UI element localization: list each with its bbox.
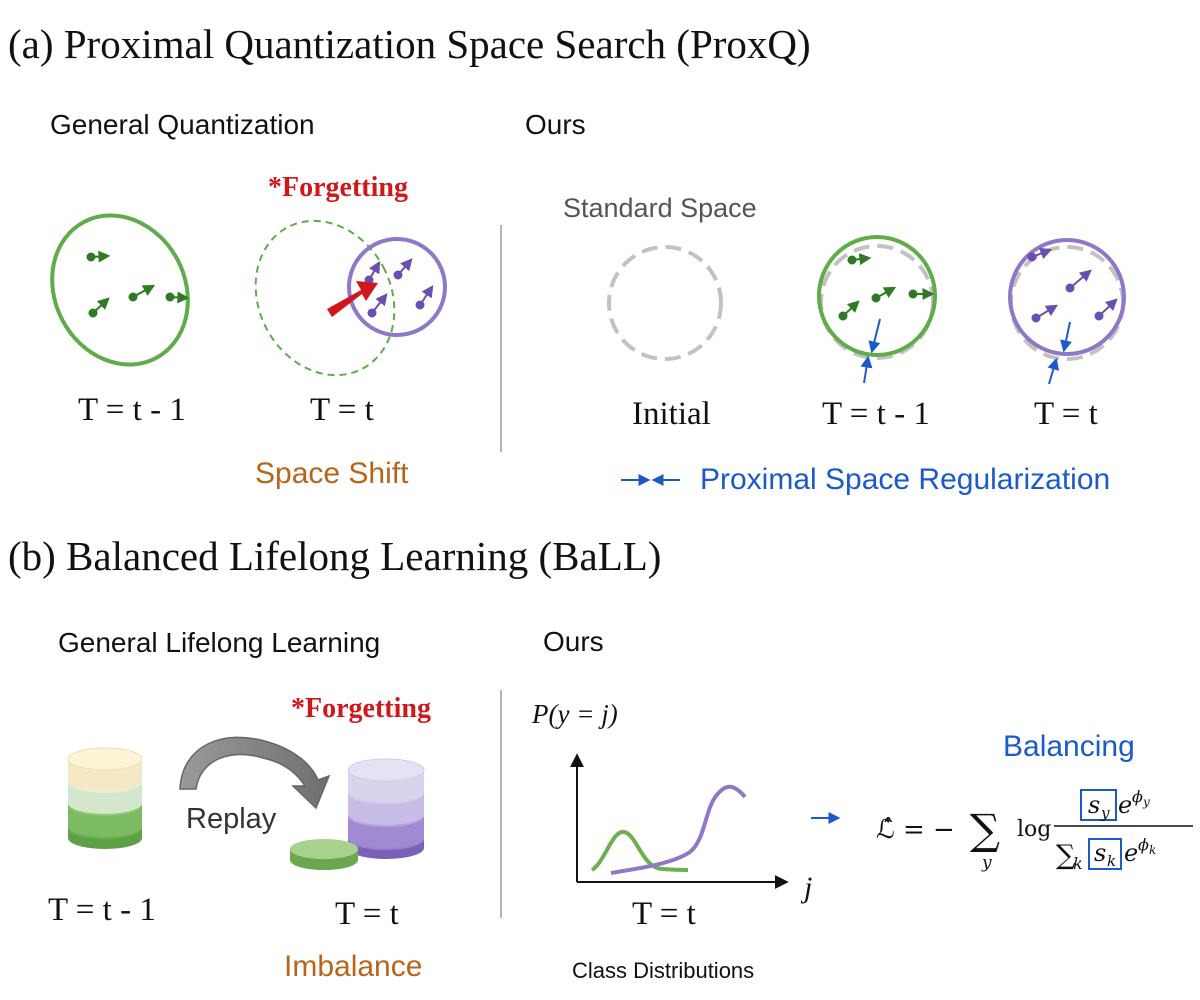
formula-den-s: s	[1094, 839, 1106, 867]
memory-database-icon	[67, 747, 143, 849]
general-space-t	[254, 219, 447, 377]
formula-sum-sub: y	[981, 853, 992, 873]
shift-arrow-icon	[327, 281, 378, 317]
prox-reg-label: Proximal Space Regularization	[700, 463, 1110, 496]
section-a-title: (a) Proximal Quantization Space Search (…	[8, 21, 811, 67]
distribution-axes	[570, 753, 789, 889]
section-b-forgetting-label: *Forgetting	[291, 693, 431, 724]
y-axis-label: P(y = j)	[531, 699, 618, 729]
formula-num-s: s	[1088, 791, 1100, 819]
formula-den-s-sub: k	[1107, 852, 1116, 870]
section-a-right-heading: Ours	[525, 109, 586, 140]
new-class-distribution-curve	[610, 784, 747, 875]
lifelong-label-t: T = t	[335, 896, 399, 932]
imbalance-label: Imbalance	[284, 950, 422, 983]
balancing-label: Balancing	[1003, 730, 1135, 763]
formula-den-sum: ∑	[1056, 840, 1075, 871]
standard-space-label: Standard Space	[563, 193, 757, 223]
section-b-left-heading: General Lifelong Learning	[58, 627, 380, 658]
x-axis-label: j	[800, 871, 812, 904]
formula-den-exp-sub: k	[1149, 843, 1156, 857]
general-label-t: T = t	[310, 392, 374, 428]
balanced-loss-formula: ℒ̂ = − ∑ y log s y e ϕ y ∑ k s k e ϕ k	[876, 787, 1193, 873]
formula-den-exp: ϕ	[1138, 835, 1149, 854]
space-shift-label: Space Shift	[255, 457, 409, 490]
ours-space-t-minus-1	[817, 235, 937, 384]
ours-label-t: T = t	[1034, 396, 1098, 432]
denominator-weight-box	[1088, 838, 1122, 870]
replay-arrow-icon	[179, 736, 331, 810]
ours-space-t	[1008, 238, 1126, 385]
chart-label-t: T = t	[632, 896, 696, 932]
replay-label: Replay	[186, 803, 277, 835]
ours-label-t-minus-1: T = t - 1	[822, 396, 930, 432]
formula-lhs: ℒ̂ = −	[876, 815, 955, 845]
old-class-distribution-curve	[590, 830, 689, 872]
formula-num-exp: ϕ	[1132, 787, 1143, 806]
formula-num-exp-sub: y	[1142, 795, 1150, 809]
lifelong-label-t-minus-1: T = t - 1	[48, 892, 156, 928]
formula-num-s-sub: y	[1100, 804, 1110, 822]
formula-sum: ∑	[970, 805, 1000, 854]
formula-num-e: e	[1118, 791, 1132, 819]
section-b-title: (b) Balanced Lifelong Learning (BaLL)	[8, 533, 661, 579]
numerator-weight-box	[1080, 789, 1117, 821]
ours-label-initial: Initial	[632, 396, 711, 432]
class-dist-label: Class Distributions	[572, 958, 754, 983]
general-label-t-minus-1: T = t - 1	[78, 392, 186, 428]
initial-standard-space	[607, 245, 723, 361]
new-database-icon	[290, 758, 425, 870]
formula-den-sum-sub: k	[1073, 854, 1083, 873]
section-a-forgetting-label: *Forgetting	[268, 172, 408, 203]
formula-log: log	[1017, 817, 1051, 842]
general-space-t-minus-1	[50, 213, 190, 367]
formula-den-e: e	[1124, 839, 1138, 867]
section-a-left-heading: General Quantization	[50, 109, 315, 140]
section-b-right-heading: Ours	[543, 626, 604, 657]
